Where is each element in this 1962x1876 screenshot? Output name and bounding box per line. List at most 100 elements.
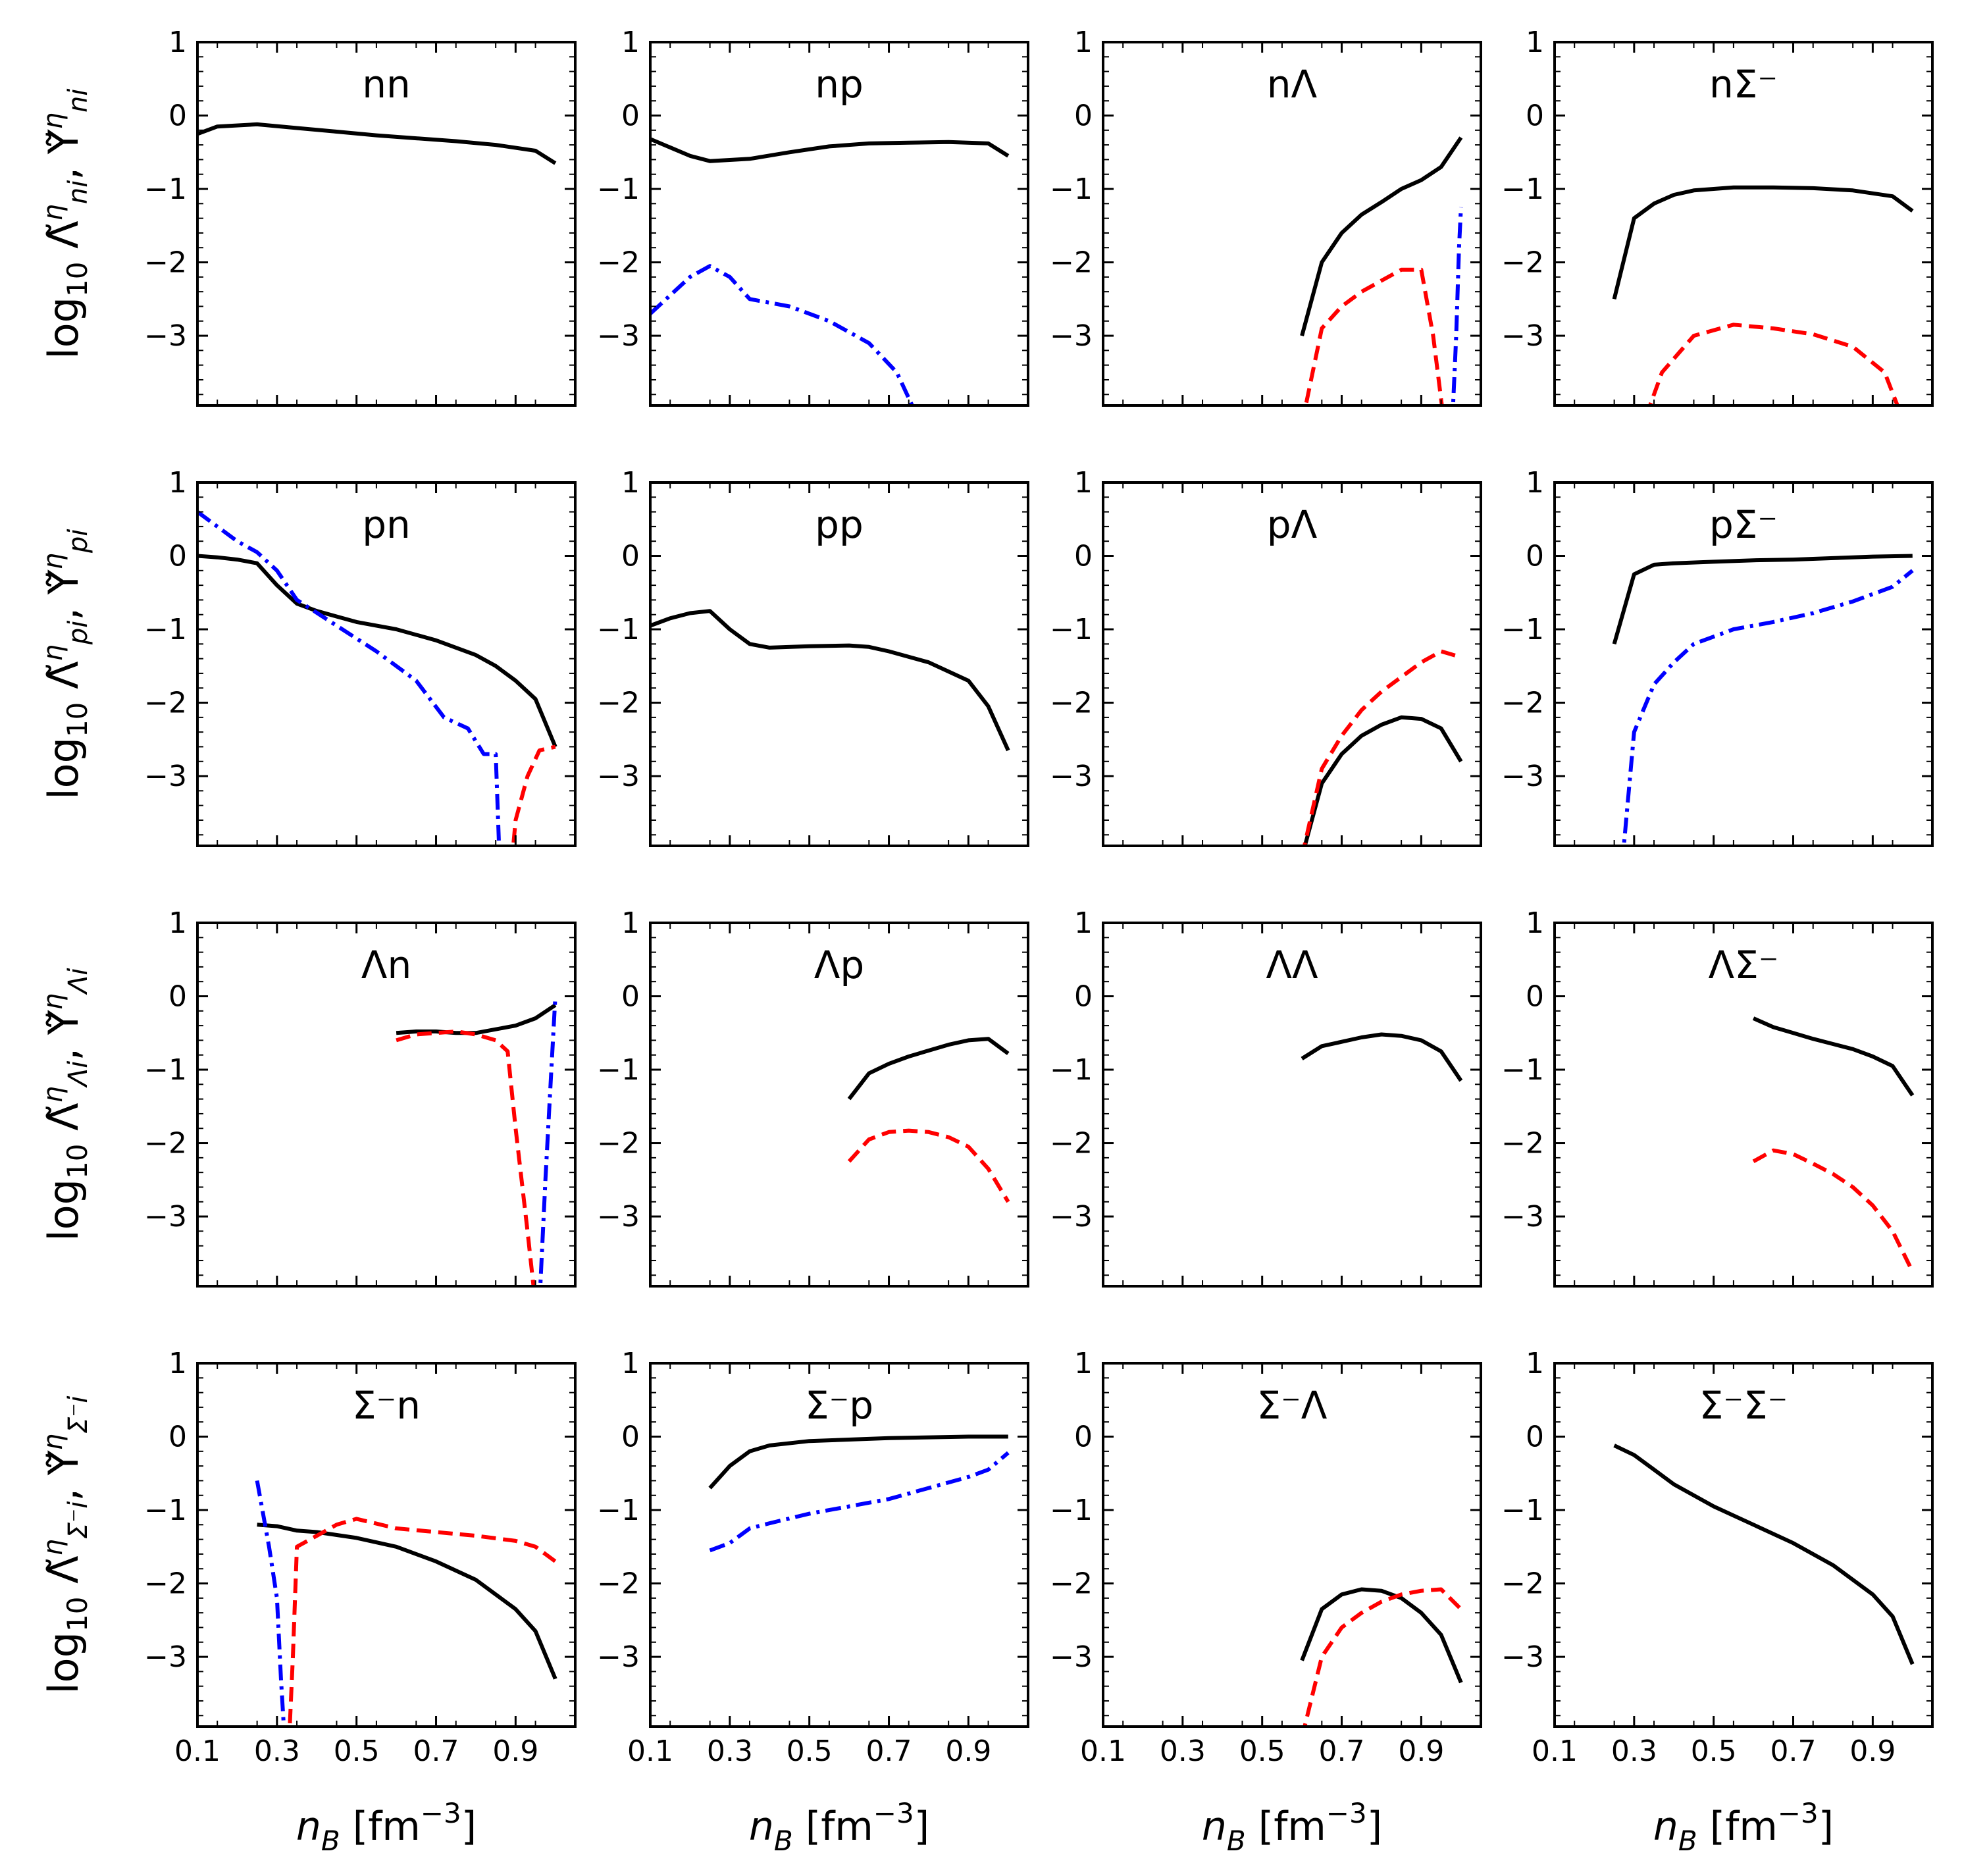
- panel-series: [650, 609, 1010, 752]
- x-tick-label: 0.5: [787, 1734, 833, 1768]
- y-tick-label: −1: [597, 613, 640, 646]
- y-tick-label: −2: [597, 246, 640, 280]
- y-tick-label: −3: [144, 1200, 187, 1234]
- y-tick-label: 1: [621, 1347, 640, 1380]
- y-tick-label: −2: [1050, 687, 1093, 720]
- panel-frame: [196, 922, 577, 1288]
- y-axis-label: log10 Λ̃ηΣ⁻i, Υ̃ηΣ⁻i: [38, 1395, 93, 1694]
- y-tick-label: −1: [1501, 1494, 1544, 1527]
- y-tick-label: −2: [1050, 1567, 1093, 1601]
- y-label-part: Λi: [63, 968, 93, 995]
- y-label-part: log: [39, 737, 88, 800]
- y-tick-label: −2: [1501, 1127, 1544, 1160]
- y-tick-label: 1: [168, 26, 187, 59]
- panel-title: Σ⁻Σ⁻: [1699, 1383, 1788, 1428]
- y-tick-label: 1: [1074, 26, 1093, 59]
- x-tick-label: 0.5: [334, 1734, 380, 1768]
- y-label-part: ni: [63, 88, 93, 112]
- y-label-part: log: [39, 297, 88, 359]
- x-axis-label: nB [fm−3]: [1653, 1797, 1834, 1857]
- y-tick-label: −1: [144, 1494, 187, 1527]
- x-tick-label: 0.9: [1398, 1734, 1444, 1768]
- panel: 1 0 −1 −2 −3 pp: [597, 466, 1029, 847]
- y-tick-label: −3: [597, 1640, 640, 1674]
- y-tick-label: −1: [1050, 172, 1093, 206]
- y-tick-label: 0: [168, 1420, 187, 1454]
- series-line-blue: [650, 264, 915, 405]
- series-line-black: [396, 1003, 557, 1035]
- y-label-part: , Υ̃: [39, 1450, 88, 1501]
- series-line-black: [847, 1037, 1010, 1101]
- panel-series: [255, 1480, 557, 1727]
- y-tick-label: 0: [1526, 99, 1544, 133]
- y-tick-label: −1: [597, 1494, 640, 1527]
- panel-frame: [1102, 481, 1482, 847]
- y-tick-label: 1: [168, 466, 187, 500]
- y-tick-label: −3: [1501, 760, 1544, 793]
- panel-frame: [1553, 41, 1934, 407]
- x-label-part: −3: [1778, 1797, 1819, 1829]
- panel: 1 0 −1 −2 −3 pn: [144, 466, 577, 847]
- y-tick-label: 0: [621, 99, 640, 133]
- y-tick-label: −3: [1050, 1200, 1093, 1234]
- panel-frame: [649, 481, 1029, 847]
- y-tick-label: 1: [1074, 1347, 1093, 1380]
- panel: 1 0 −1 −2 −3 np: [597, 26, 1029, 407]
- y-label-part: Λ̃: [39, 1555, 88, 1596]
- series-line-black: [257, 1523, 557, 1680]
- series-line-black: [1303, 715, 1463, 846]
- y-tick-label: −1: [1050, 613, 1093, 646]
- y-axis-label: log10 Λ̃ηpi, Υ̃ηpi: [38, 529, 93, 799]
- panel-frame: [649, 922, 1029, 1288]
- panel-series: [847, 1037, 1010, 1203]
- y-tick-label: 0: [1526, 1420, 1544, 1454]
- panel-title: ΛΛ: [1266, 943, 1318, 987]
- panel-frame: [649, 1362, 1029, 1728]
- x-label-part: ]: [914, 1804, 929, 1850]
- panel: 0.1 0.3 0.5 0.7 0.9 1 0 −1 −2 −3 Σ⁻Σ⁻: [1501, 1347, 1934, 1768]
- y-tick-label: −1: [144, 613, 187, 646]
- panel: 0.1 0.3 0.5 0.7 0.9 1 0 −1 −2 −3 Σ⁻Λ: [1050, 1347, 1482, 1768]
- x-label-part: ]: [461, 1804, 477, 1850]
- series-line-black: [650, 137, 1010, 163]
- y-tick-label: −3: [1050, 760, 1093, 793]
- panel-frame: [1102, 41, 1482, 407]
- x-label-part: ]: [1367, 1804, 1382, 1850]
- x-axis-label: nB [fm−3]: [749, 1797, 929, 1857]
- y-tick-label: −2: [144, 1567, 187, 1601]
- panel-title: Λn: [361, 943, 411, 987]
- series-line-red: [396, 1029, 536, 1286]
- y-tick-label: 0: [168, 540, 187, 573]
- x-tick-label: 0.7: [1319, 1734, 1365, 1768]
- panel-title: nn: [362, 62, 411, 107]
- y-tick-label: −1: [1050, 1494, 1093, 1527]
- series-line-black: [1752, 1016, 1915, 1097]
- panel-series: [1752, 1016, 1915, 1273]
- x-label-part: B: [1227, 1825, 1246, 1857]
- y-label-part: 10: [61, 1144, 93, 1179]
- y-tick-label: 1: [168, 906, 187, 940]
- y-tick-label: −2: [597, 687, 640, 720]
- y-tick-label: 0: [1074, 980, 1093, 1014]
- series-line-red: [288, 1517, 557, 1727]
- y-label-part: log: [39, 1179, 88, 1241]
- y-label-part: η: [38, 644, 68, 661]
- y-label-part: η: [38, 204, 68, 221]
- y-tick-label: −2: [144, 246, 187, 280]
- y-tick-label: −2: [1501, 687, 1544, 720]
- series-line-black: [197, 122, 557, 165]
- series-line-black: [197, 554, 557, 748]
- series-line-red: [1647, 323, 1900, 405]
- x-label-part: [fm: [1246, 1804, 1326, 1850]
- y-tick-label: 1: [168, 1347, 187, 1380]
- series-line-black: [1300, 1587, 1463, 1684]
- x-label-part: B: [321, 1825, 340, 1857]
- x-tick-label: 0.3: [1611, 1734, 1657, 1768]
- series-line-red: [511, 744, 556, 846]
- x-tick-label: 0.5: [1691, 1734, 1737, 1768]
- x-label-part: [fm: [340, 1804, 421, 1850]
- y-tick-label: −2: [144, 1127, 187, 1160]
- y-tick-label: −2: [144, 687, 187, 720]
- panel-frame: [1102, 922, 1482, 1288]
- series-line-red: [1303, 1587, 1462, 1727]
